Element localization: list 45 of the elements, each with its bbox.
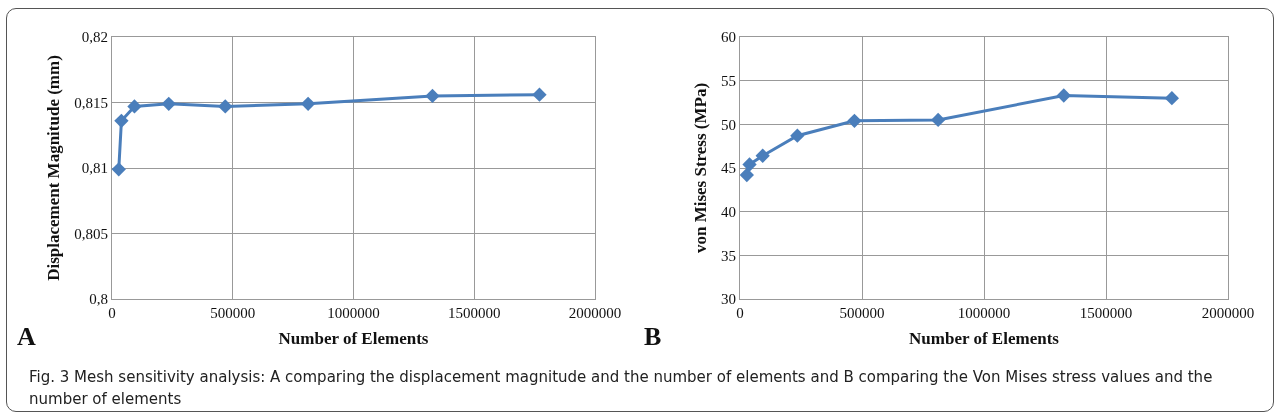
text: A (17, 322, 36, 351)
y-tick-label: 0,815 (74, 94, 108, 111)
point (425, 88, 440, 104)
point (847, 113, 862, 128)
x-tick-label: 1000000 (327, 305, 380, 321)
x-tick-label: 0 (736, 305, 744, 321)
y-tick-label: 30 (721, 291, 736, 308)
x-tick-label: 500000 (210, 305, 256, 321)
x-tick-label: 0 (108, 305, 116, 321)
caption: Fig. 3 Mesh sensitivity analysis: A comparing the displacement magnitude and the number of elements and B comparing the Von Mises stress values and the number of elements (29, 367, 1214, 410)
point (300, 96, 316, 111)
point (930, 112, 946, 128)
x-tick-label: 2000000 (1201, 305, 1255, 321)
point (127, 99, 142, 114)
y-tick-label: 50 (721, 116, 736, 133)
point (790, 128, 805, 143)
x-tick-label: 1500000 (448, 305, 501, 321)
y-tick-label: 0,81 (81, 160, 108, 177)
x-axis-title: Number of Elements (909, 329, 1060, 349)
point (532, 87, 547, 102)
point (111, 162, 126, 177)
text: B (644, 322, 662, 351)
x-tick-label: 500000 (839, 305, 885, 321)
y-tick-label: 0,805 (74, 225, 108, 242)
y-axis-title: Displacement Magnitude (mm) (43, 55, 63, 281)
y-tick-label: 35 (721, 247, 736, 264)
y-tick-label: 55 (721, 72, 736, 89)
y-tick-label: 45 (721, 160, 736, 177)
x-tick-label: 1500000 (1079, 305, 1133, 321)
point (1164, 90, 1180, 106)
point (114, 113, 129, 128)
x-axis-title: Number of Elements (278, 329, 429, 349)
point (755, 148, 770, 163)
point (742, 157, 757, 172)
x-tick-label: 1000000 (957, 305, 1011, 321)
point (161, 96, 176, 111)
point (218, 99, 233, 114)
point (1056, 88, 1071, 103)
y-tick-label: 60 (721, 29, 736, 46)
y-tick-label: 40 (721, 203, 736, 220)
y-axis-title: von Mises Stress (MPa) (690, 82, 710, 254)
y-tick-label: 0,8 (89, 291, 108, 308)
point (739, 167, 754, 183)
x-tick-label: 2000000 (568, 305, 622, 321)
y-tick-label: 0,82 (81, 29, 108, 46)
